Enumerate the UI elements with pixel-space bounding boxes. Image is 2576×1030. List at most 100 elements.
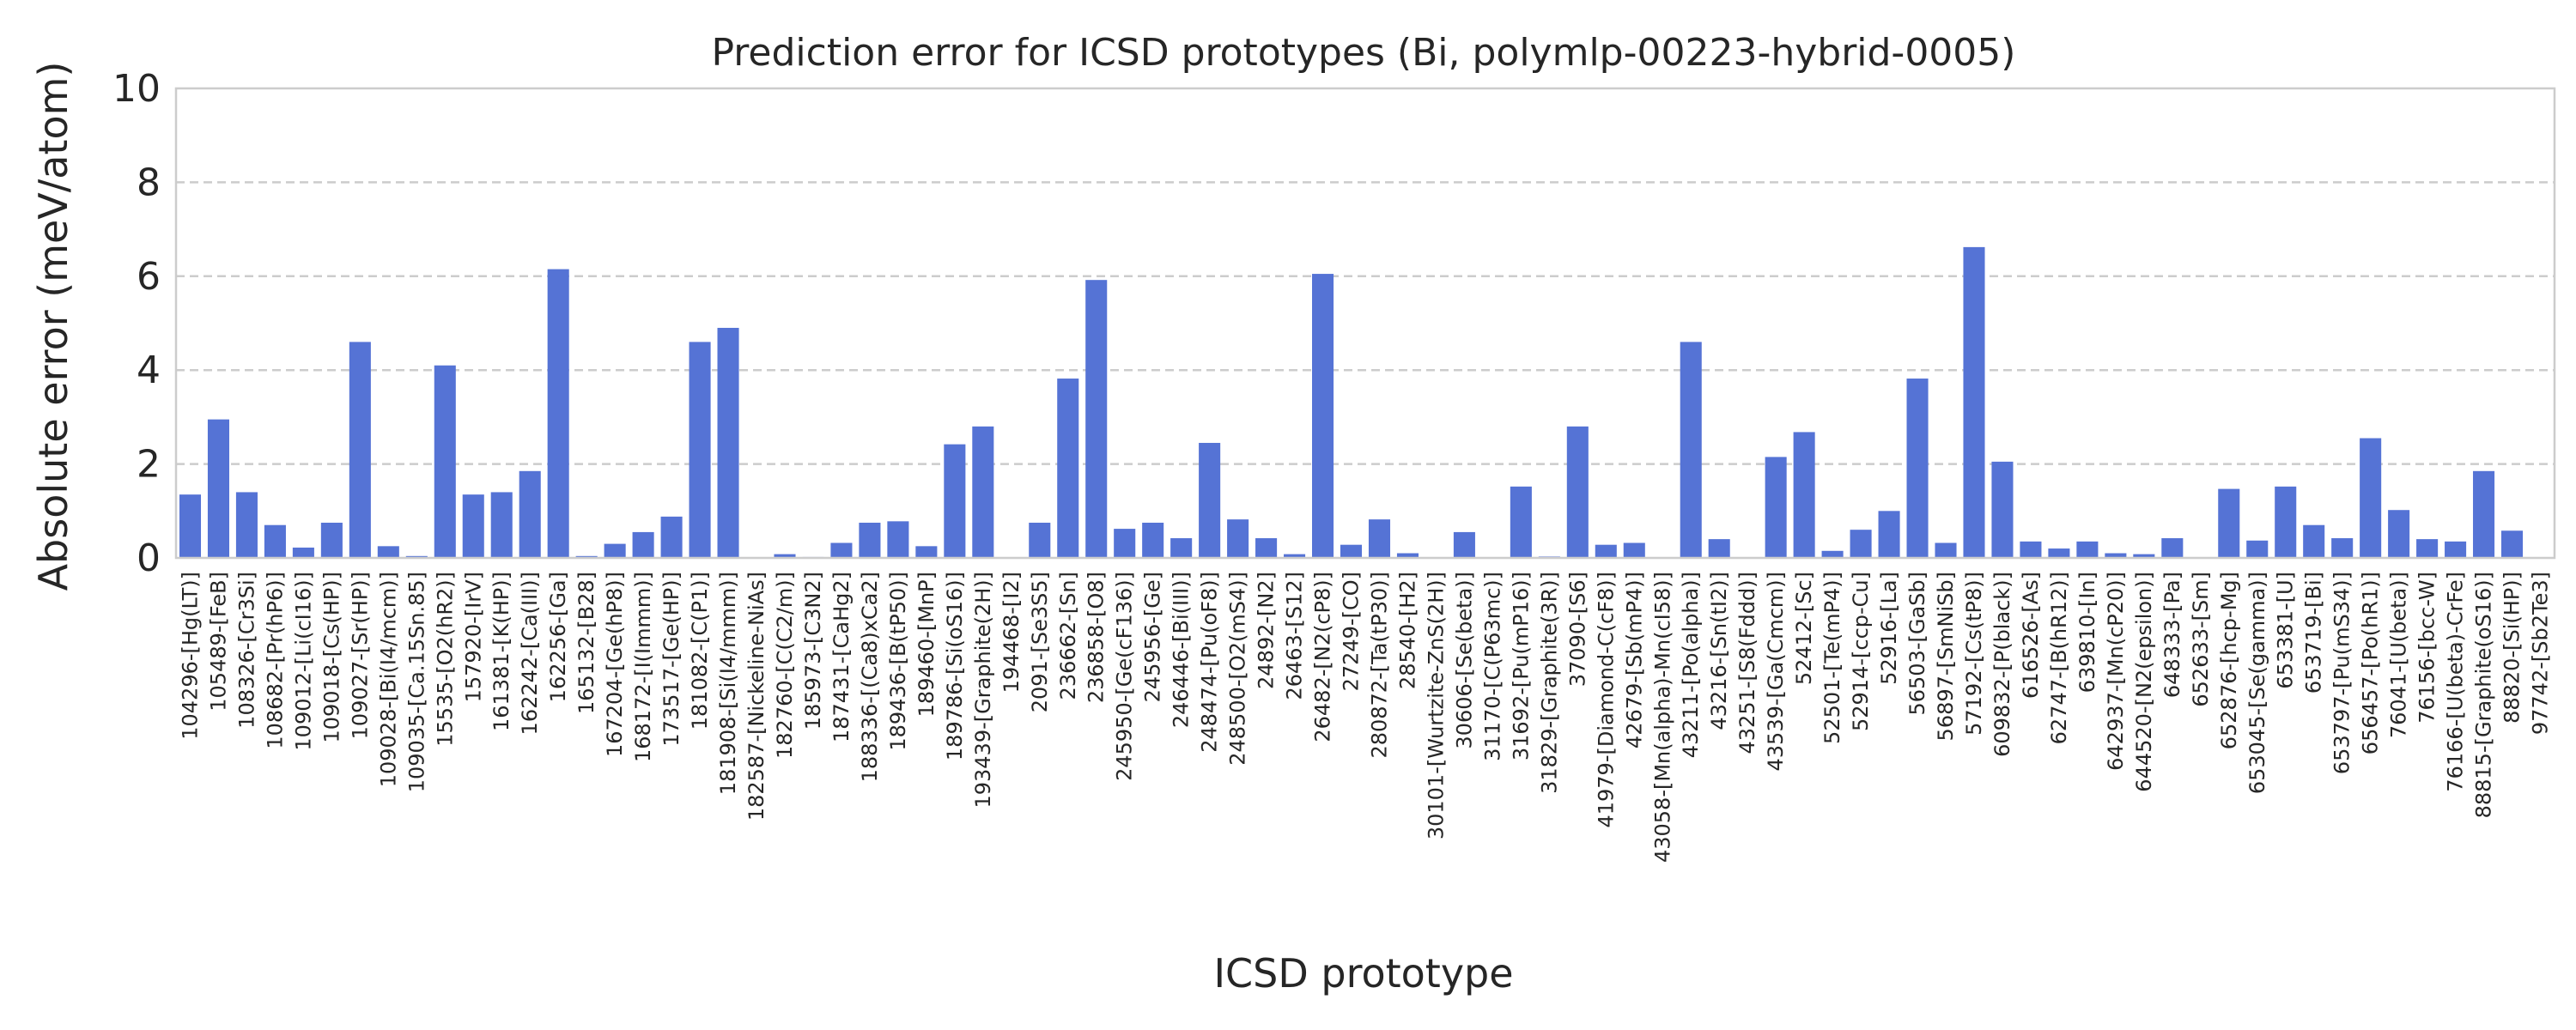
x-tick-label: 189460-[MnP] (914, 572, 939, 717)
x-tick-label: 185973-[C3N2] (801, 572, 825, 730)
bar (887, 521, 909, 558)
y-tick-label: 2 (137, 443, 161, 487)
bar (349, 342, 371, 558)
bar (972, 426, 994, 558)
x-tick-label: 43251-[S8(Fddd)] (1735, 572, 1759, 754)
x-tick-label: 182587-[Nickeline-NiAs] (744, 572, 769, 821)
bar (2360, 438, 2382, 558)
x-tick-label: 15535-[O2(hR2)] (433, 572, 457, 747)
y-tick-labels: 0 2 4 6 8 10 (112, 67, 161, 580)
bar (434, 365, 456, 558)
bar (1284, 554, 1306, 558)
bar (944, 444, 966, 558)
x-tick-label: 245950-[Ge(cF136)] (1113, 572, 1137, 781)
bar (1057, 379, 1079, 558)
x-tick-label: 157920-[IrV] (461, 572, 485, 702)
bar (1199, 442, 1221, 558)
x-tick-label: 653381-[U] (2274, 572, 2298, 689)
x-tick-label: 162256-[Ga] (546, 572, 570, 702)
bar (207, 419, 229, 558)
x-tick-label: 109028-[Bi(I4/mcm)] (376, 572, 400, 787)
x-tick-label: 642937-[Mn(cP20)] (2104, 572, 2128, 771)
y-tick-label: 10 (112, 67, 161, 111)
x-tick-label: 648333-[Pa] (2160, 572, 2184, 698)
bar (1935, 542, 1957, 558)
x-tick-label: 30101-[Wurtzite-ZnS(2H)] (1424, 572, 1448, 839)
bar (632, 531, 654, 558)
bar (1595, 544, 1617, 558)
bar (2331, 538, 2354, 558)
bar (1623, 542, 1645, 558)
bar (1510, 486, 1532, 558)
x-tick-label: 26482-[N2(cP8)] (1311, 572, 1335, 742)
bar (2218, 488, 2240, 558)
x-tick-label: 245956-[Ge] (1141, 572, 1165, 702)
bar (292, 547, 314, 558)
x-tick-label: 56503-[GaSb] (1905, 572, 1929, 716)
x-tick-label: 236662-[Sn] (1056, 572, 1080, 700)
x-tick-label: 181908-[Si(I4/mmm)] (716, 572, 740, 795)
bar (2303, 524, 2325, 558)
bar (1142, 522, 1164, 558)
bar (2076, 541, 2099, 558)
y-tick-label: 6 (137, 255, 161, 299)
bar (1680, 342, 1702, 558)
x-tick-labels: 104296-[Hg(LT)] 105489-[FeB] 108326-[Cr3Si… (178, 572, 2552, 863)
x-tick-label: 76156-[bcc-W] (2415, 572, 2439, 724)
bar (1114, 529, 1136, 558)
x-tick-label: 43539-[Ga(Cmcm)] (1764, 572, 1788, 771)
bar (2161, 538, 2184, 558)
x-tick-label: 182760-[C(C2/m)] (773, 572, 797, 759)
bar (1085, 280, 1108, 558)
x-tick-label: 52412-[Sc] (1792, 572, 1816, 685)
bar (1850, 530, 1872, 558)
x-tick-label: 609832-[P(black)] (1990, 572, 2014, 757)
x-tick-label: 653797-[Pu(mS34)] (2330, 572, 2354, 774)
bar (1255, 538, 1278, 558)
x-tick-label: 52916-[La] (1877, 572, 1901, 685)
x-tick-label: 280872-[Ta(tP30)] (1367, 572, 1391, 759)
x-tick-label: 31692-[Pu(mP16)] (1509, 572, 1533, 760)
x-tick-label: 248500-[O2(mS4)] (1226, 572, 1250, 766)
bar (1906, 379, 1929, 558)
bar (1029, 522, 1051, 558)
x-tick-label: 189436-[B(tP50)] (886, 572, 910, 751)
x-tick-label: 56897-[SmNiSb] (1934, 572, 1958, 741)
x-tick-label: 109012-[Li(cI16)] (291, 572, 315, 751)
x-tick-label: 97742-[Sb2Te3] (2529, 572, 2553, 735)
bar (377, 546, 399, 558)
bar (830, 542, 853, 558)
x-tick-label: 248474-[Pu(oF8)] (1198, 572, 1222, 753)
y-tick-label: 0 (137, 536, 161, 580)
bar (2246, 540, 2269, 558)
bar (490, 492, 513, 558)
x-tick-label: 88815-[Graphite(oS16)] (2472, 572, 2496, 818)
bar (264, 524, 286, 558)
x-tick-label: 42679-[Sb(mP4)] (1622, 572, 1646, 748)
bar (2388, 510, 2410, 558)
x-tick-label: 656457-[Po(hR1)] (2359, 572, 2383, 754)
x-tick-label: 37090-[S6] (1565, 572, 1589, 687)
plot-frame (174, 87, 2556, 560)
bar (774, 554, 796, 558)
bar (1821, 550, 1844, 558)
bar (547, 269, 569, 558)
x-tick-label: 187431-[CaHg2] (829, 572, 854, 742)
x-tick-label: 236858-[O8] (1084, 572, 1109, 703)
bar (1170, 538, 1193, 558)
x-tick-label: 43058-[Mn(alpha)-Mn(cI58)] (1650, 572, 1674, 863)
x-tick-label: 24892-[N2] (1255, 572, 1279, 689)
x-tick-label: 109018-[Cs(HP)] (319, 572, 343, 743)
bar (1963, 246, 1985, 558)
bar (2416, 539, 2439, 558)
bar (1227, 519, 1249, 558)
bar (1340, 544, 1363, 558)
x-tick-label: 108326-[Cr3Si] (234, 572, 258, 729)
x-tick-label: 162242-[Ca(III)] (518, 572, 542, 735)
bar (1312, 274, 1334, 558)
bar (235, 492, 258, 558)
bar (1708, 539, 1730, 558)
gridlines (176, 181, 2555, 465)
bars (179, 246, 2524, 558)
